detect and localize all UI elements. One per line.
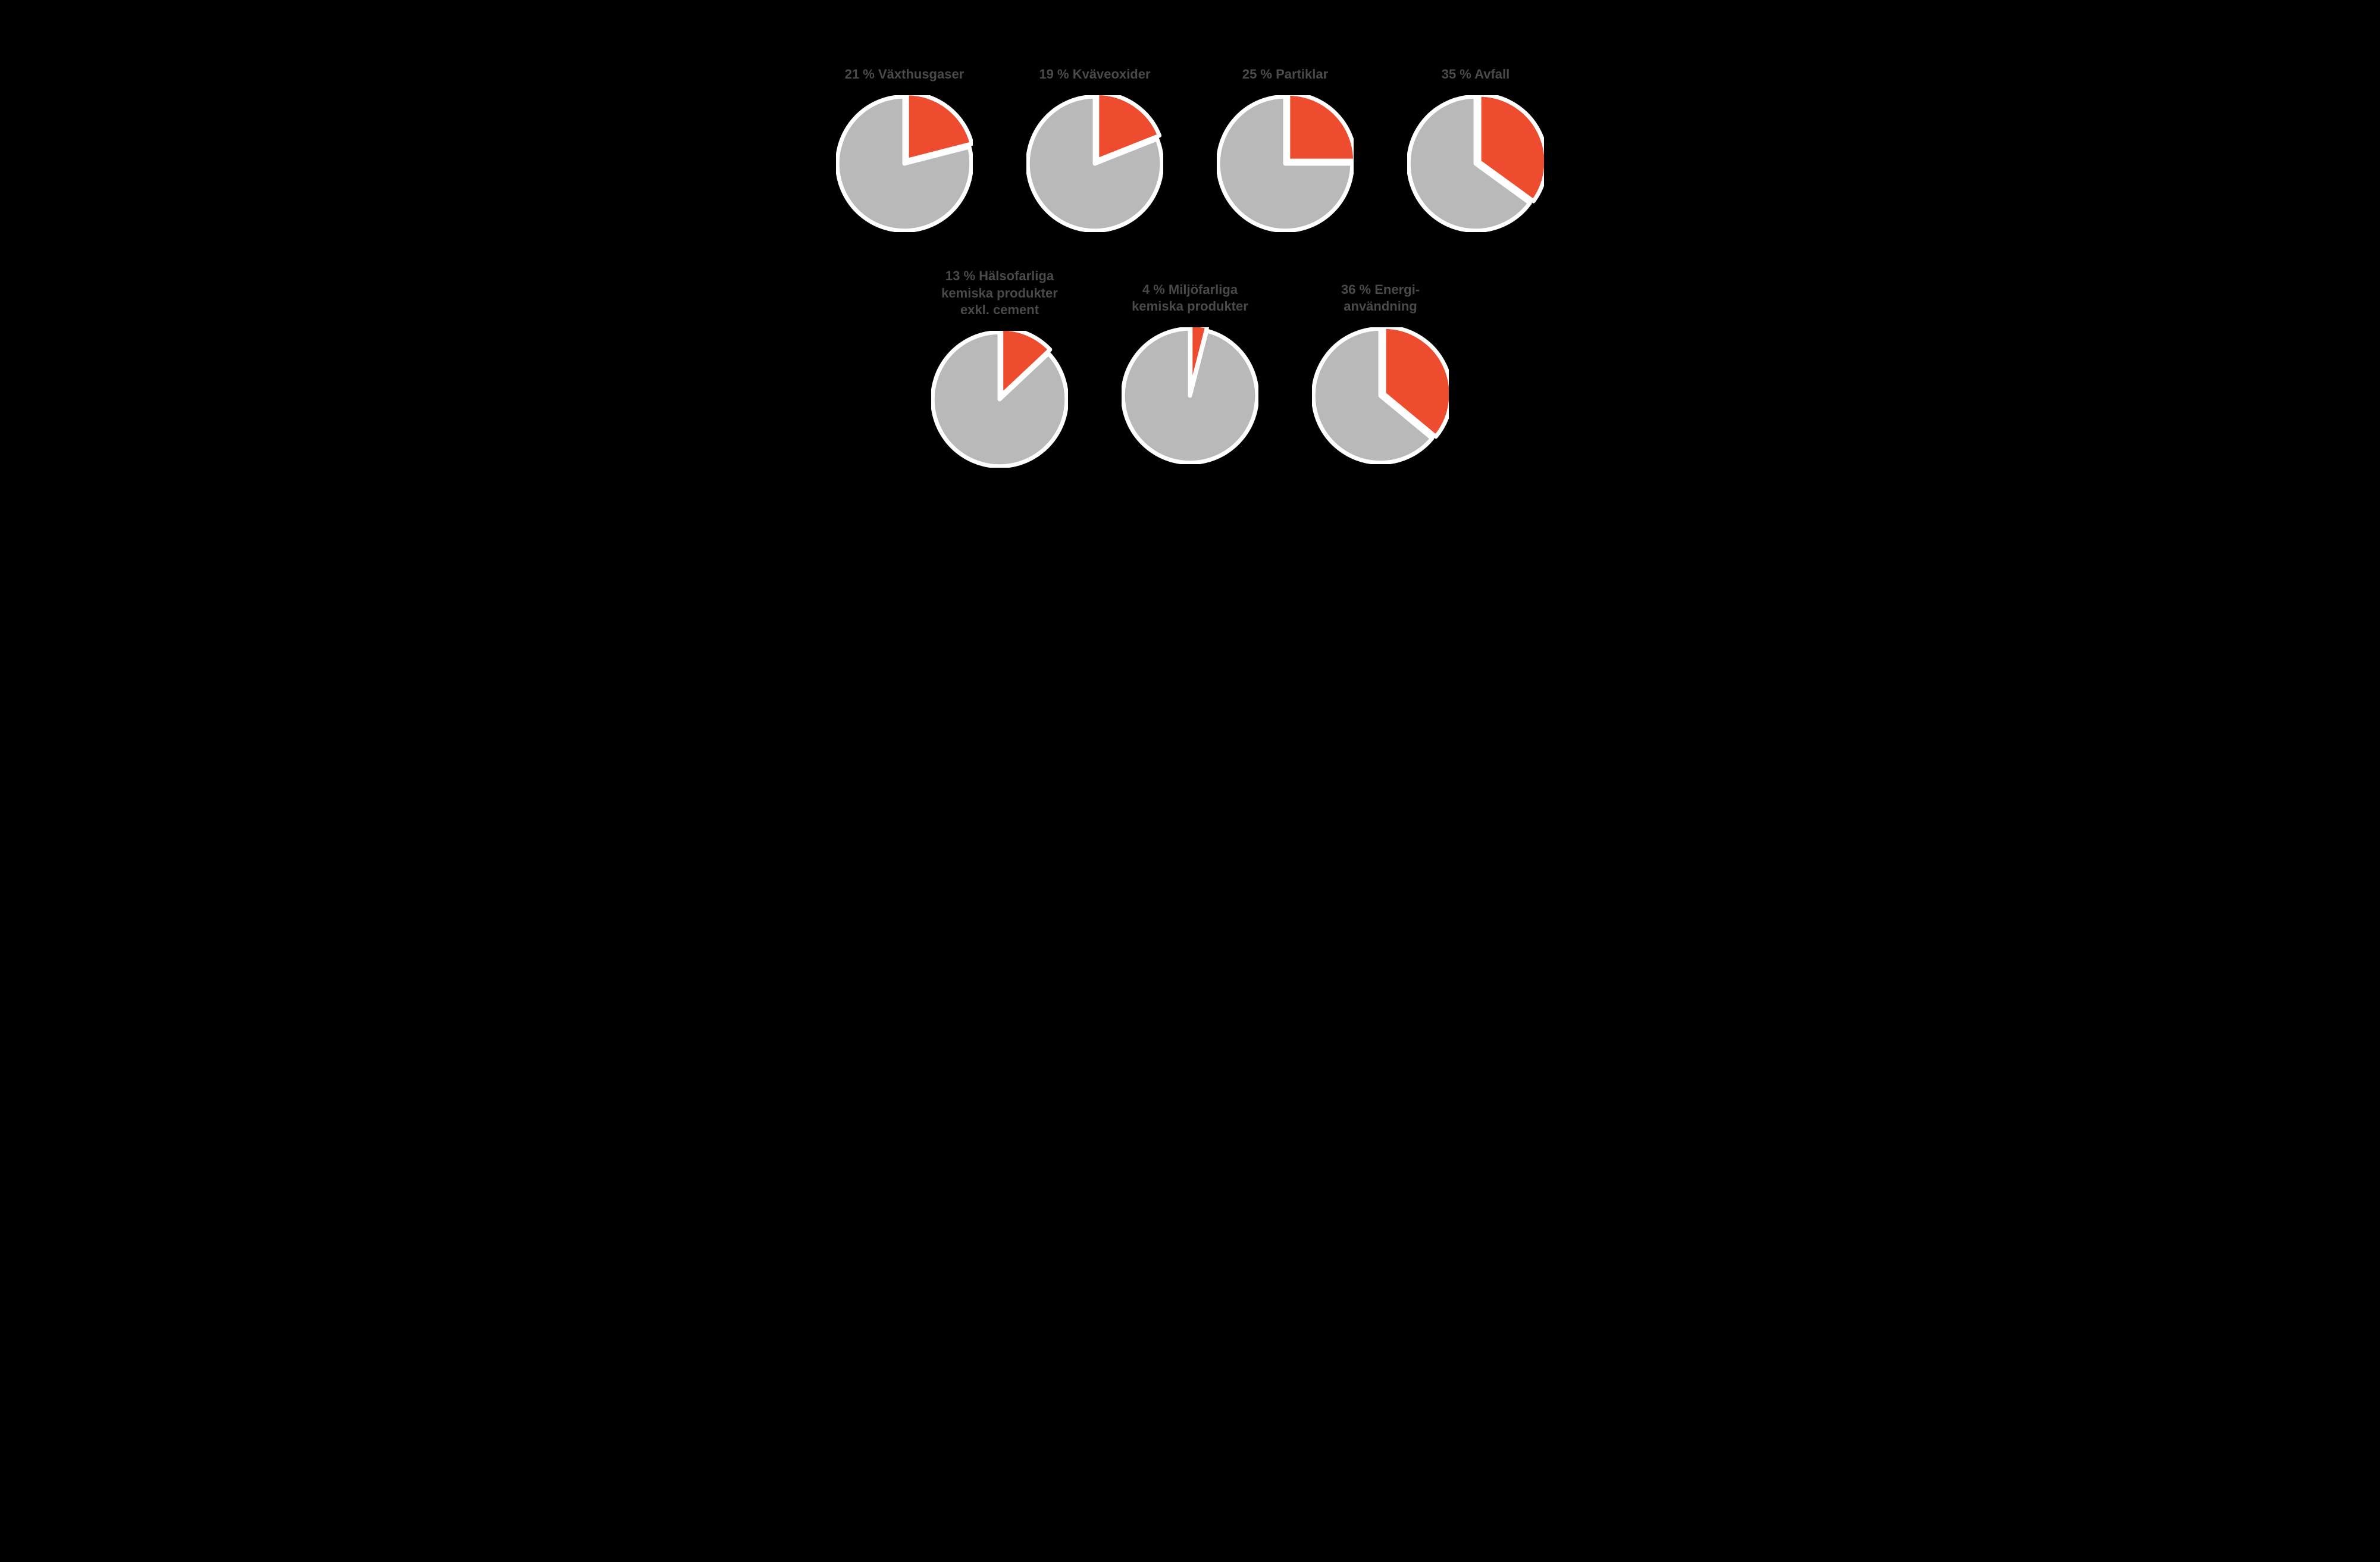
chart-label: 35 % Avfall	[1442, 36, 1510, 83]
pie-chart	[931, 331, 1068, 468]
chart-label: 21 % Växthusgaser	[845, 36, 964, 83]
chart-item: 19 % Kväveoxider	[1017, 36, 1172, 232]
pie-chart	[1312, 327, 1449, 464]
chart-row: 21 % Växthusgaser 19 % Kväveoxider 25 % Pa…	[803, 36, 1577, 232]
pie-chart	[1407, 95, 1544, 232]
chart-item: 13 % Hälsofarliga kemiska produkter exkl…	[922, 268, 1077, 468]
chart-item: 35 % Avfall	[1398, 36, 1553, 232]
chart-label: 25 % Partiklar	[1242, 36, 1328, 83]
chart-label: 19 % Kväveoxider	[1039, 36, 1150, 83]
chart-item: 21 % Växthusgaser	[827, 36, 982, 232]
chart-label: 13 % Hälsofarliga kemiska produkter exkl…	[941, 268, 1058, 319]
chart-label: 36 % Energi- användning	[1341, 268, 1420, 315]
chart-row: 13 % Hälsofarliga kemiska produkter exkl…	[803, 268, 1577, 468]
pie-chart	[836, 95, 973, 232]
pie-chart	[1217, 95, 1354, 232]
chart-item: 4 % Miljöfarliga kemiska produkter	[1113, 268, 1267, 468]
pie-chart	[1122, 327, 1258, 464]
pie-chart-grid: 21 % Växthusgaser 19 % Kväveoxider 25 % Pa…	[803, 36, 1577, 468]
pie-chart	[1026, 95, 1163, 232]
chart-item: 25 % Partiklar	[1208, 36, 1363, 232]
chart-item: 36 % Energi- användning	[1303, 268, 1458, 468]
chart-label: 4 % Miljöfarliga kemiska produkter	[1132, 268, 1248, 315]
